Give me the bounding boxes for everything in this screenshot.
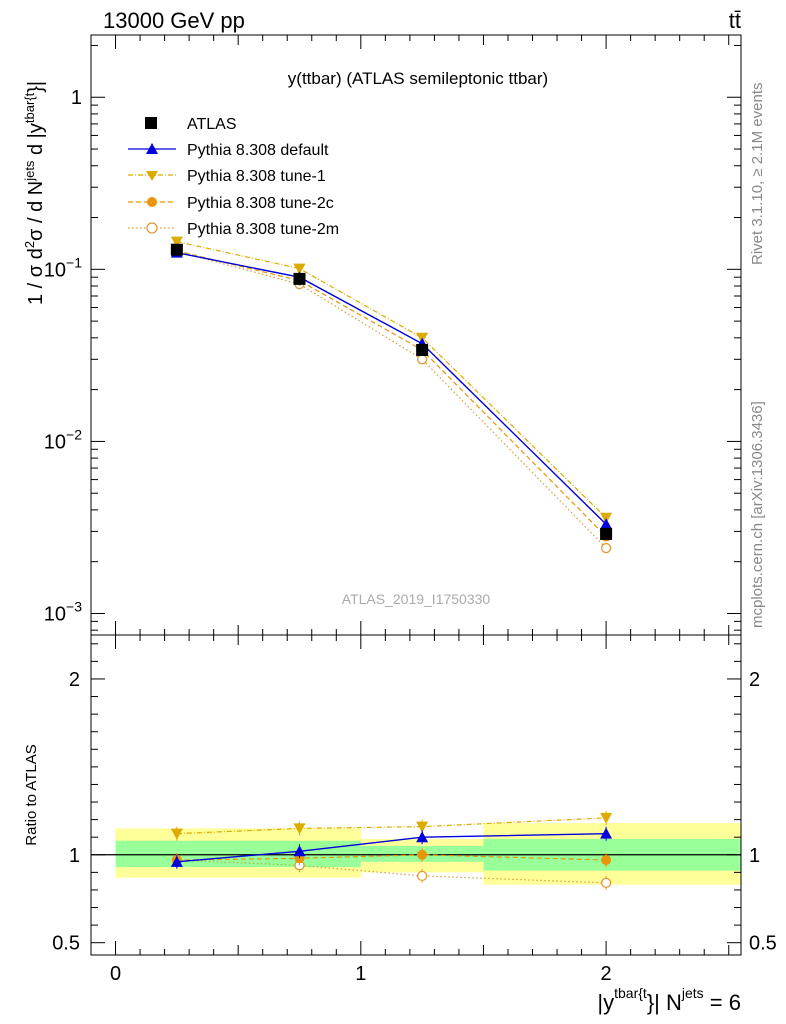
ratio-point-default-2 xyxy=(416,831,429,843)
ratio-uncertainty-bands xyxy=(91,823,741,885)
main-point-atlas-0 xyxy=(170,243,183,256)
main-y-tick-label: 10−2 xyxy=(44,426,82,453)
legend-entry-tune1: Pythia 8.308 tune-1 xyxy=(128,168,326,185)
ratio-series-line-tune1 xyxy=(176,817,607,835)
legend-label-atlas: ATLAS xyxy=(187,116,237,133)
ratio-point-tune2c-3 xyxy=(601,855,612,866)
ratio-point-tune1-3 xyxy=(600,812,613,824)
main-point-tune1-3 xyxy=(600,512,613,524)
header-energy-label: 13000 GeV pp xyxy=(103,8,245,33)
main-point-tune2m-2 xyxy=(416,354,428,365)
ratio-y-tick-label-left: 2 xyxy=(69,669,80,691)
legend: ATLAS Pythia 8.308 default Pythia 8.308 … xyxy=(128,116,339,238)
ratio-point-tune1-1 xyxy=(293,823,306,835)
ratio-plot-panel: 2 2 1 1 0.5 0.5 0 1 2 Ratio to ATLAS |ytbar{t}| … xyxy=(23,634,777,1015)
legend-entry-atlas: ATLAS xyxy=(145,116,237,133)
main-series-line-tune2m xyxy=(176,250,607,549)
legend-marker-atlas xyxy=(145,117,157,129)
main-series-line-tune1 xyxy=(176,240,607,519)
legend-marker-tune1 xyxy=(146,171,158,181)
legend-label-default: Pythia 8.308 default xyxy=(187,142,329,159)
ratio-series-line-default xyxy=(176,832,607,863)
x-tick-label: 0 xyxy=(110,963,121,985)
legend-marker-tune2m xyxy=(146,222,158,234)
ratio-point-tune2m-2 xyxy=(416,870,428,882)
x-tick-label: 1 xyxy=(355,963,366,985)
analysis-watermark: ATLAS_2019_I1750330 xyxy=(342,591,491,607)
legend-marker-default xyxy=(146,143,158,154)
main-y-axis-label: 1 / σ d2σ / d Njets d |ytbar{t}| xyxy=(22,81,47,305)
main-plot-marks xyxy=(170,236,613,554)
legend-label-tune2c: Pythia 8.308 tune-2c xyxy=(187,195,334,212)
main-plot-panel: 1 10−1 10−2 10−3 y(ttbar) (ATLAS semilepton… xyxy=(22,34,742,636)
legend-label-tune1: Pythia 8.308 tune-1 xyxy=(187,168,326,185)
ratio-point-default-3 xyxy=(600,827,613,839)
main-y-tick-label: 10−1 xyxy=(44,254,82,281)
main-point-tune1-0 xyxy=(170,236,183,248)
ratio-y-tick-label-right: 1 xyxy=(749,845,760,867)
main-plot-ticks: 1 10−1 10−2 10−3 xyxy=(44,35,741,635)
plot-title: y(ttbar) (ATLAS semileptonic ttbar) xyxy=(288,69,548,88)
ratio-point-default-1 xyxy=(293,845,306,857)
main-series-line-default xyxy=(176,251,607,525)
main-y-tick-label: 1 xyxy=(71,87,82,109)
ratio-point-default-0 xyxy=(170,855,183,867)
main-point-tune1-1 xyxy=(293,263,306,275)
main-point-atlas-2 xyxy=(416,343,429,356)
legend-entry-tune2m: Pythia 8.308 tune-2m xyxy=(128,221,339,238)
ratio-y-tick-label-right: 0.5 xyxy=(749,933,777,955)
main-y-tick-label: 10−3 xyxy=(44,599,82,626)
main-point-default-3 xyxy=(600,518,613,530)
mcplots-label: mcplots.cern.ch [arXiv:1306.3436] xyxy=(749,401,766,628)
ratio-plot-ticks: 2 2 1 1 0.5 0.5 0 1 2 xyxy=(52,635,777,985)
rivet-version-label: Rivet 3.1.10, ≥ 2.1M events xyxy=(749,83,766,266)
ratio-y-tick-label-left: 0.5 xyxy=(52,933,80,955)
x-axis-label: |ytbar{t}| Njets = 6 xyxy=(597,985,741,1015)
main-point-tune2m-3 xyxy=(600,542,612,554)
ratio-series-line-tune2c xyxy=(176,854,607,861)
ratio-y-tick-label-right: 2 xyxy=(749,669,760,691)
ratio-point-tune2c-2 xyxy=(417,849,428,860)
main-series-line-tune2c xyxy=(176,250,607,537)
ratio-plot-frame xyxy=(90,634,742,956)
x-tick-label: 2 xyxy=(601,963,612,985)
ratio-y-tick-label-left: 1 xyxy=(69,845,80,867)
main-point-atlas-1 xyxy=(293,272,306,285)
legend-marker-tune2c xyxy=(147,197,157,207)
header-process-label: tt̄ xyxy=(729,8,741,33)
ratio-series-line-tune2m xyxy=(176,859,607,884)
legend-label-tune2m: Pythia 8.308 tune-2m xyxy=(187,221,339,238)
ratio-point-tune1-2 xyxy=(416,821,429,833)
legend-entry-default: Pythia 8.308 default xyxy=(128,142,329,159)
ratio-y-axis-label: Ratio to ATLAS xyxy=(23,744,40,845)
ratio-point-tune1-0 xyxy=(170,828,183,840)
ratio-plot-marks xyxy=(170,810,613,890)
ratio-point-tune2m-3 xyxy=(600,877,612,889)
legend-entry-tune2c: Pythia 8.308 tune-2c xyxy=(128,195,334,212)
main-point-atlas-3 xyxy=(600,527,613,540)
